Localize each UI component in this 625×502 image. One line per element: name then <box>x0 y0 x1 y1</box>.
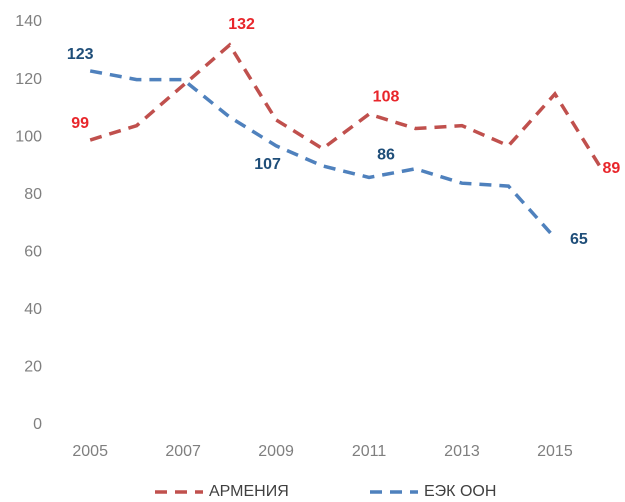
y-tick-label: 100 <box>15 128 42 145</box>
y-tick-label: 60 <box>24 244 42 261</box>
y-tick-label: 120 <box>15 71 42 88</box>
y-tick-label: 0 <box>33 416 42 433</box>
data-label: 132 <box>228 16 255 33</box>
x-tick-label: 2015 <box>537 443 573 460</box>
data-label: 65 <box>570 231 588 248</box>
data-label: 86 <box>377 147 395 164</box>
data-label: 99 <box>71 115 89 132</box>
data-label: 107 <box>254 156 281 173</box>
legend-label: АРМЕНИЯ <box>209 483 289 500</box>
x-tick-label: 2005 <box>72 443 108 460</box>
data-label: 108 <box>373 88 400 105</box>
data-label: 89 <box>603 160 621 177</box>
y-tick-label: 80 <box>24 186 42 203</box>
legend-label: ЕЭК ООН <box>424 483 496 500</box>
x-tick-label: 2011 <box>352 443 387 460</box>
series-line <box>89 42 603 170</box>
x-tick-label: 2013 <box>444 443 480 460</box>
data-label: 123 <box>67 46 94 63</box>
series-line <box>89 69 557 240</box>
y-tick-label: 40 <box>24 301 42 318</box>
x-tick-label: 2007 <box>165 443 201 460</box>
y-tick-label: 20 <box>24 359 42 376</box>
y-tick-label: 140 <box>15 13 42 30</box>
x-tick-label: 2009 <box>258 443 294 460</box>
